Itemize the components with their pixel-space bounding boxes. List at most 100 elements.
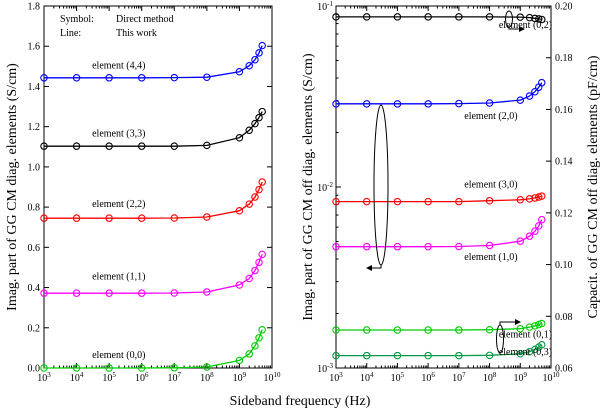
right-series-0-point bbox=[455, 13, 463, 21]
left-axis-arrow bbox=[366, 265, 382, 271]
left-series-3-point bbox=[245, 274, 253, 283]
right-series-5-point bbox=[516, 350, 525, 358]
left-series-4-point bbox=[235, 356, 244, 365]
left-series-1-point bbox=[251, 119, 259, 128]
left-series-0-point bbox=[245, 61, 253, 70]
left-series-4-point bbox=[170, 364, 179, 372]
left-series-1-point bbox=[72, 142, 81, 150]
right-series-5-point bbox=[485, 351, 494, 360]
right-series-2-point bbox=[538, 192, 546, 200]
left-series-0-label: element (4,4) bbox=[92, 60, 145, 71]
left-series-4-point bbox=[137, 364, 146, 372]
right-series-3-point bbox=[332, 242, 340, 251]
left-series-2-point bbox=[251, 193, 259, 201]
left-series-0-point bbox=[105, 74, 113, 82]
left-series-4-label: element (0,0) bbox=[92, 350, 145, 361]
right-series-1-point bbox=[538, 78, 546, 87]
right-axis-arrow-top bbox=[508, 26, 525, 32]
left-series-4-point bbox=[105, 364, 113, 372]
right-y2-tick-label: 0.06 bbox=[555, 364, 573, 375]
right-series-0-point bbox=[332, 13, 340, 21]
right-series-2-point bbox=[525, 195, 534, 203]
right-series-2-point bbox=[393, 197, 402, 206]
right-plot-frame bbox=[335, 5, 552, 369]
right-series-1-point bbox=[424, 100, 432, 108]
right-series-2-point bbox=[531, 194, 539, 202]
right-series-4-point bbox=[516, 324, 525, 333]
left-series-0-point bbox=[72, 74, 81, 82]
right-series-3-point bbox=[424, 242, 432, 251]
right-series-5-point bbox=[362, 351, 371, 360]
right-y2-tick-label: 0.08 bbox=[555, 312, 573, 323]
left-series-3-point bbox=[258, 250, 266, 259]
right-series-1-point bbox=[525, 92, 534, 100]
right-series-0-point bbox=[538, 15, 546, 24]
right-series-2-point bbox=[516, 196, 525, 204]
left-x-tick-label: 103 bbox=[37, 371, 51, 384]
right-series-3-point bbox=[362, 242, 371, 251]
left-series-2-point bbox=[170, 214, 179, 222]
right-series-4-point bbox=[424, 326, 432, 334]
right-series-0-point bbox=[525, 13, 534, 22]
left-y-tick-label: 0.4 bbox=[28, 283, 41, 294]
left-series-2-point bbox=[258, 178, 266, 186]
left-series-2-line bbox=[44, 181, 263, 219]
right-series-1-label: element (2,0) bbox=[464, 111, 517, 122]
right-series-0-point bbox=[531, 14, 539, 23]
right-series-3-point bbox=[525, 232, 534, 240]
right-x-tick-label: 1010 bbox=[543, 371, 561, 384]
right-series-3-point bbox=[485, 241, 494, 250]
left-series-2-point bbox=[137, 214, 146, 222]
left-series-3-point bbox=[137, 289, 146, 297]
left-series-1-point bbox=[258, 107, 266, 116]
left-y-tick-label: 1.2 bbox=[28, 122, 41, 133]
right-series-1-point bbox=[455, 99, 463, 108]
left-series-3-point bbox=[203, 288, 211, 296]
right-x-tick-label: 103 bbox=[329, 371, 343, 384]
left-y-tick-label: 1.8 bbox=[28, 2, 41, 13]
left-y-tick-label: 1.0 bbox=[28, 162, 41, 173]
left-series-2-label: element (2,2) bbox=[92, 199, 145, 210]
x-axis-label: Sideband frequency (Hz) bbox=[230, 394, 371, 409]
right-y-axis-label: Imag. part of GG CM off diag. elements (… bbox=[301, 53, 316, 321]
left-series-0-point bbox=[170, 73, 179, 82]
left-series-0-point bbox=[40, 74, 48, 82]
right-series-1-point bbox=[531, 87, 539, 96]
right-series-0-point bbox=[516, 13, 525, 21]
left-series-1-point bbox=[245, 126, 253, 135]
right-series-0-point bbox=[424, 13, 432, 21]
left-series-2-point bbox=[255, 185, 263, 194]
right-series-3-point bbox=[538, 215, 546, 224]
legend-note-text: Line: bbox=[60, 28, 81, 39]
right-series-4-point bbox=[485, 325, 494, 334]
left-series-1-point bbox=[203, 141, 211, 150]
right-series-5-point bbox=[455, 351, 463, 360]
right-y2-tick-label: 0.14 bbox=[555, 157, 573, 168]
left-series-2-point bbox=[105, 214, 113, 222]
left-series-0-point bbox=[255, 49, 263, 57]
right-series-3-point bbox=[393, 242, 402, 251]
right-series-0-line bbox=[336, 16, 542, 21]
left-series-4-point bbox=[40, 364, 48, 372]
legend-note-text: This work bbox=[116, 28, 157, 39]
left-series-0-point bbox=[203, 73, 211, 81]
left-x-tick-label: 104 bbox=[70, 371, 84, 384]
right-series-3-point bbox=[531, 227, 539, 235]
right-left-y-tick-label: 10-3 bbox=[317, 362, 333, 375]
legend-note-text: Symbol: bbox=[60, 14, 94, 25]
right-series-5-label: element (0,3) bbox=[499, 347, 552, 358]
right-series-5-point bbox=[538, 340, 546, 349]
left-x-tick-label: 108 bbox=[200, 371, 214, 384]
left-series-4-point bbox=[245, 350, 253, 358]
right-series-4-point bbox=[332, 326, 340, 334]
right-series-0-point bbox=[393, 13, 402, 21]
right-x-tick-label: 104 bbox=[360, 371, 374, 384]
left-axis-group-ellipse bbox=[373, 104, 389, 266]
right-series-4-point bbox=[538, 319, 546, 328]
left-series-1-line bbox=[44, 111, 263, 147]
right-x-tick-label: 105 bbox=[391, 371, 405, 384]
left-y-tick-label: 0.8 bbox=[28, 203, 41, 214]
right-y2-tick-label: 0.20 bbox=[555, 2, 573, 13]
left-series-1-label: element (3,3) bbox=[92, 129, 145, 140]
